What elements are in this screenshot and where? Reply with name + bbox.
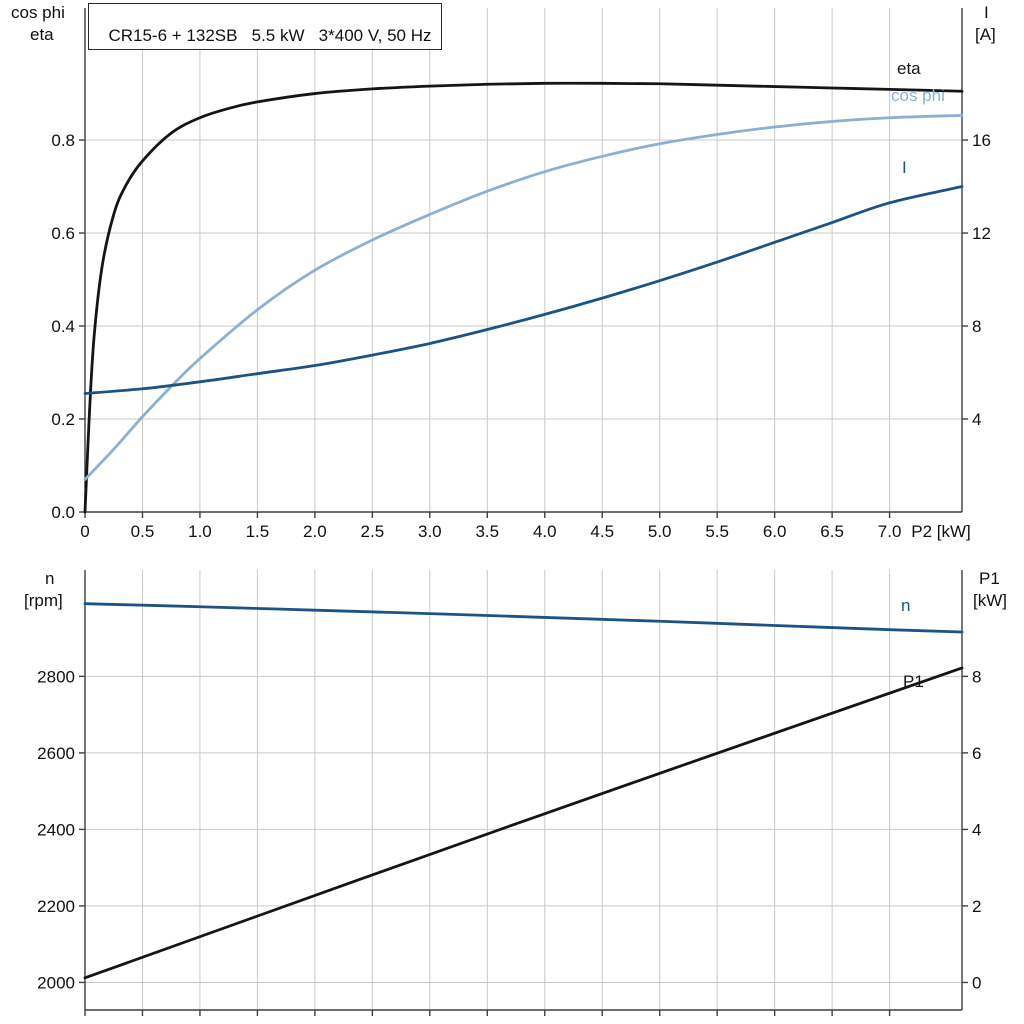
right-axis-label-current: I [984,3,989,22]
svg-text:2000: 2000 [37,973,75,992]
svg-text:2.0: 2.0 [303,522,327,541]
svg-text:0.8: 0.8 [51,131,75,150]
svg-text:1.5: 1.5 [246,522,270,541]
curve-label-current: I [902,158,907,177]
right-axis-unit-kw: [kW] [973,591,1007,610]
svg-text:2.5: 2.5 [361,522,385,541]
svg-text:2: 2 [972,897,981,916]
svg-text:1.0: 1.0 [188,522,212,541]
curve-label-eta: eta [897,59,921,78]
svg-text:12: 12 [972,224,991,243]
svg-text:4: 4 [972,820,981,839]
svg-text:6.5: 6.5 [820,522,844,541]
svg-text:8: 8 [972,317,981,336]
svg-text:5.0: 5.0 [648,522,672,541]
svg-text:16: 16 [972,131,991,150]
svg-text:4: 4 [972,410,981,429]
svg-text:3.5: 3.5 [475,522,499,541]
svg-text:0: 0 [80,522,89,541]
svg-text:3.0: 3.0 [418,522,442,541]
right-axis-unit-amps: [A] [975,25,996,44]
chart-title-box: CR15-6 + 132SB 5.5 kW 3*400 V, 50 Hz [88,3,443,50]
svg-text:6: 6 [972,744,981,763]
svg-text:0.6: 0.6 [51,224,75,243]
svg-text:0.4: 0.4 [51,317,75,336]
svg-text:8: 8 [972,667,981,686]
left-axis-label-eta: eta [30,25,54,44]
svg-text:2600: 2600 [37,744,75,763]
svg-text:4.0: 4.0 [533,522,557,541]
right-axis-label-p1: P1 [979,569,1000,588]
svg-text:0.2: 0.2 [51,410,75,429]
svg-text:6.0: 6.0 [763,522,787,541]
chart-title: CR15-6 + 132SB 5.5 kW 3*400 V, 50 Hz [108,26,432,45]
svg-text:0.0: 0.0 [51,503,75,522]
svg-text:7.0: 7.0 [878,522,902,541]
left-axis-label-cos-phi: cos phi [11,3,65,22]
svg-text:5.5: 5.5 [705,522,729,541]
svg-text:0.5: 0.5 [131,522,155,541]
svg-text:2400: 2400 [37,820,75,839]
motor-curves-chart: 0 0.5 1.0 1.5 2.0 2.5 3.0 3.5 4.0 4.5 5.0 5.5 6.0 6.5… [51,8,991,541]
curve-label-p1: P1 [903,672,924,691]
svg-text:4.5: 4.5 [590,522,614,541]
curve-label-cos-phi: cos phi [891,86,945,105]
left-axis-unit-rpm: [rpm] [24,591,63,610]
svg-text:2800: 2800 [37,667,75,686]
curve-label-speed: n [901,596,911,615]
svg-text:2200: 2200 [37,897,75,916]
svg-text:P2 [kW]: P2 [kW] [911,522,971,541]
svg-text:0: 0 [972,973,981,992]
speed-power-chart: 2000 2200 2400 2600 2800 0 2 4 6 8 [37,570,981,1016]
left-axis-label-speed: n [45,569,55,588]
